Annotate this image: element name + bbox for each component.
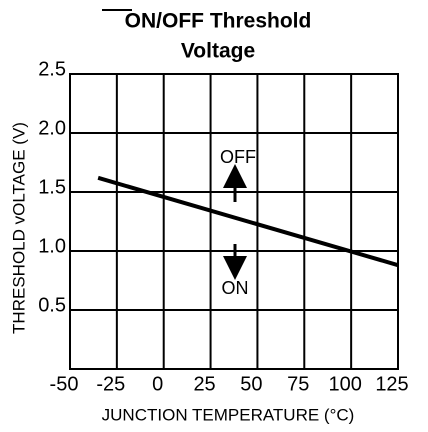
y-tick-label: 1.0: [38, 235, 66, 257]
y-tick-label: 2.5: [38, 58, 66, 80]
x-tick-label: -25: [96, 373, 125, 395]
x-tick-label: 75: [287, 373, 309, 395]
annotation: OFF: [220, 147, 256, 167]
y-tick-label: 0.5: [38, 294, 66, 316]
y-axis-label: THRESHOLD vOLTAGE (V): [9, 122, 28, 334]
y-tick-label: 2.0: [38, 117, 66, 139]
x-tick-label: 25: [193, 373, 215, 395]
x-tick-label: 125: [375, 373, 408, 395]
plot-frame: [69, 73, 399, 370]
x-tick-label: 100: [328, 373, 361, 395]
x-tick-label: -50: [50, 373, 79, 395]
annotation: ON: [222, 278, 249, 298]
x-tick-label: 0: [152, 373, 163, 395]
chart-title: ON/OFF Threshold: [125, 10, 312, 33]
chart-title: Voltage: [181, 40, 255, 63]
series-line: [97, 175, 399, 268]
y-tick-label: 1.5: [38, 176, 66, 198]
x-tick-label: 50: [240, 373, 262, 395]
x-axis-label: JUNCTION TEMPERATURE (°C): [102, 405, 355, 424]
